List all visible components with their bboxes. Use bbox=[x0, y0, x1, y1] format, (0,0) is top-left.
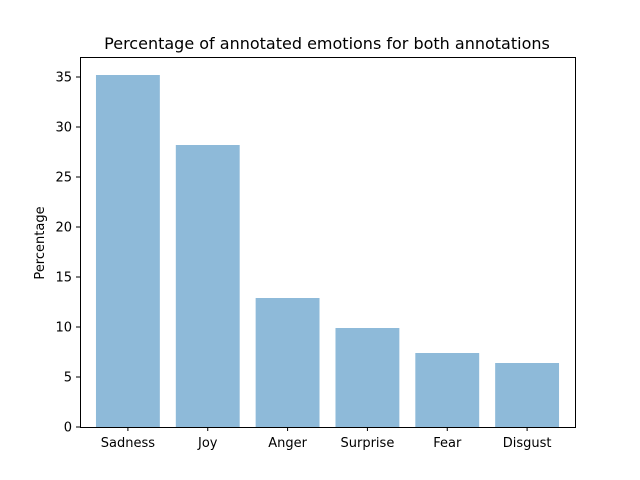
x-tick-label: Sadness bbox=[101, 436, 155, 451]
plot-frame bbox=[80, 57, 576, 428]
y-tick-label: 20 bbox=[55, 221, 72, 236]
bars-group bbox=[95, 75, 560, 427]
chart-title: Percentage of annotated emotions for bot… bbox=[104, 34, 550, 53]
bar-joy bbox=[175, 145, 240, 427]
y-tick-label: 0 bbox=[64, 421, 72, 436]
y-tick-label: 30 bbox=[55, 121, 72, 136]
y-tick-label: 35 bbox=[55, 71, 72, 86]
y-tick-label: 5 bbox=[64, 371, 72, 386]
bar-anger bbox=[255, 298, 320, 427]
y-axis: 0 5 10 15 20 25 30 35 bbox=[55, 71, 80, 436]
bar-fear bbox=[415, 353, 480, 427]
x-tick-label: Anger bbox=[268, 436, 307, 451]
x-axis: Sadness Joy Anger Surprise Fear Disgust bbox=[101, 427, 552, 451]
bar-surprise bbox=[335, 328, 400, 427]
x-tick-label: Disgust bbox=[503, 436, 552, 451]
bar-disgust bbox=[495, 363, 560, 427]
y-tick-label: 10 bbox=[55, 321, 72, 336]
y-axis-label: Percentage bbox=[33, 206, 48, 279]
y-tick-label: 15 bbox=[55, 271, 72, 286]
bar-sadness bbox=[95, 75, 160, 427]
x-tick-label: Fear bbox=[433, 436, 462, 451]
y-tick-label: 25 bbox=[55, 171, 72, 186]
x-tick-label: Surprise bbox=[341, 436, 395, 451]
x-tick-label: Joy bbox=[197, 436, 218, 451]
